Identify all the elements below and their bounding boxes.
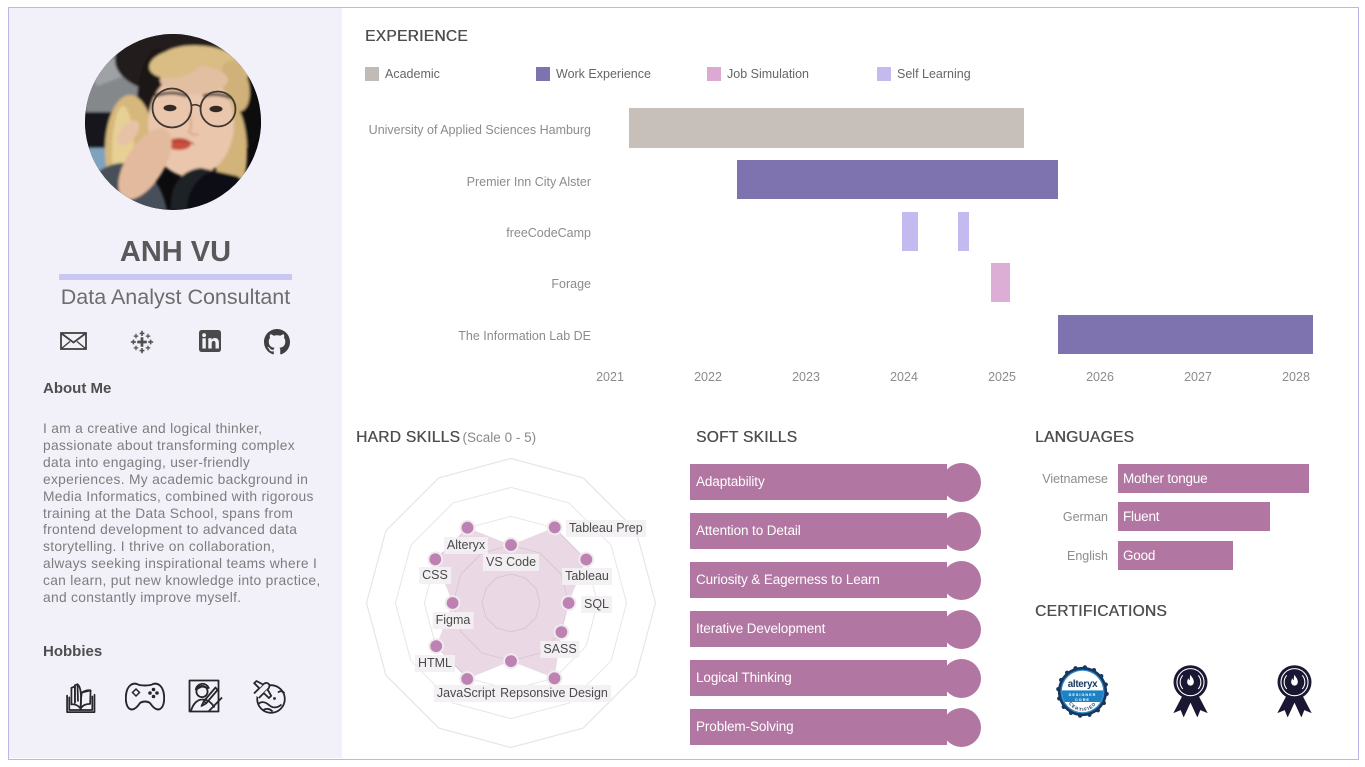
svg-text:CORE: CORE: [1075, 698, 1090, 702]
svg-text:alteryx: alteryx: [1068, 679, 1098, 690]
svg-text:DESIGNER: DESIGNER: [1069, 693, 1097, 697]
